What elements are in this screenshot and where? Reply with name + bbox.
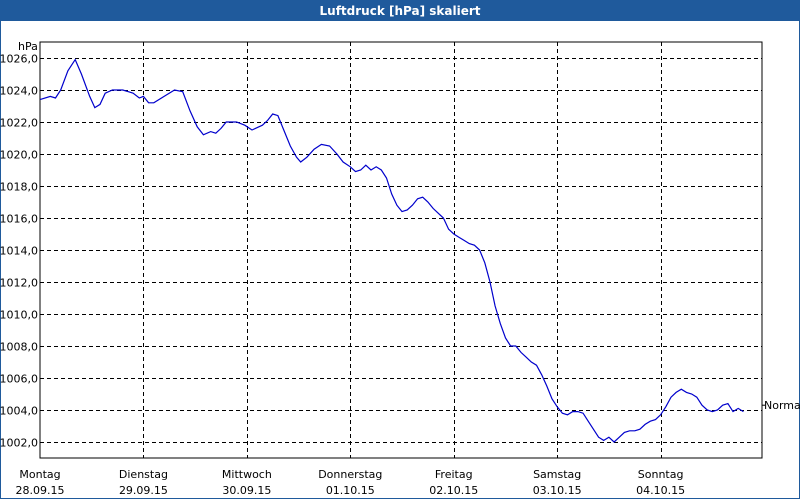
x-tick-day: Samstag (533, 468, 581, 481)
pressure-line (39, 58, 744, 443)
x-tick-date: 01.10.15 (326, 484, 375, 497)
y-tick-label: 1022,0 (0, 117, 38, 130)
y-tick-label: 1014,0 (0, 245, 38, 258)
x-tick-date: 29.09.15 (119, 484, 168, 497)
y-tick-label: 1012,0 (0, 277, 38, 290)
y-tick-label: 1018,0 (0, 181, 38, 194)
x-tick-date: 28.09.15 (16, 484, 65, 497)
x-tick-date: 03.10.15 (533, 484, 582, 497)
y-tick-label: 1016,0 (0, 213, 38, 226)
y-tick-label: 1026,0 (0, 53, 38, 66)
normal-label: Normal (764, 399, 800, 412)
chart-title: Luftdruck [hPa] skaliert (0, 0, 800, 21)
x-tick-date: 02.10.15 (429, 484, 478, 497)
x-tick-day: Donnerstag (318, 468, 382, 481)
x-tick-date: 30.09.15 (222, 484, 271, 497)
x-tick-day: Dienstag (119, 468, 168, 481)
y-tick-label: 1006,0 (0, 373, 38, 386)
y-tick-label: 1004,0 (0, 405, 38, 418)
y-tick-label: 1008,0 (0, 341, 38, 354)
y-tick-label: 1020,0 (0, 149, 38, 162)
y-axis-label: hPa (18, 40, 38, 53)
x-tick-date: 04.10.15 (636, 484, 685, 497)
x-tick-day: Montag (19, 468, 60, 481)
y-tick-label: 1010,0 (0, 309, 38, 322)
x-tick-day: Freitag (435, 468, 473, 481)
y-tick-label: 1024,0 (0, 85, 38, 98)
x-tick-day: Sonntag (638, 468, 684, 481)
x-tick-day: Mittwoch (222, 468, 272, 481)
y-tick-label: 1002,0 (0, 437, 38, 450)
